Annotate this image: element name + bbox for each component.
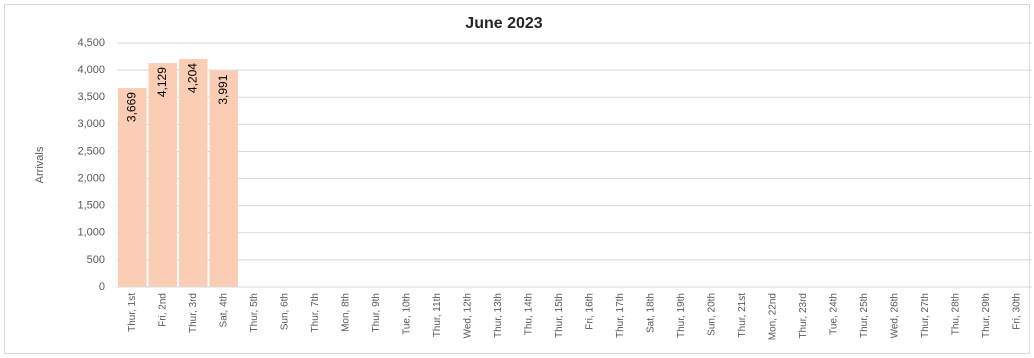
y-tick-label: 2,500 (77, 145, 105, 157)
x-tick-label: Wed, 12th (462, 293, 473, 338)
x-tick-label: Thur, 25th (859, 293, 870, 338)
x-tick-label: Thur, 7th (310, 293, 321, 332)
x-tick-label: Mon, 22nd (767, 293, 778, 340)
x-tick-label: Mon, 8th (340, 293, 351, 332)
y-tick-label: 3,500 (77, 91, 105, 103)
bar (209, 70, 238, 287)
x-tick-label: Sun, 20th (706, 293, 717, 336)
x-tick-label: Thur, 19th (676, 293, 687, 338)
x-tick-label: Thur, 17th (615, 293, 626, 338)
x-tick-label: Thur, 13th (493, 293, 504, 338)
y-tick-label: 3,000 (77, 118, 105, 130)
x-tick-label: Thur, 9th (371, 293, 382, 332)
x-tick-label: Thur, 27th (920, 293, 931, 338)
x-tick-label: Tue, 10th (401, 293, 412, 335)
bar (148, 63, 177, 288)
x-tick-label: Thur, 1st (127, 293, 138, 332)
data-label: 4,204 (185, 63, 199, 93)
x-tick-label: Sat, 4th (218, 293, 229, 327)
y-tick-label: 0 (99, 281, 105, 293)
x-tick-label: Thu, 14th (523, 293, 534, 335)
x-tick-label: Thur, 29th (981, 293, 992, 338)
x-tick-label: Thur, 23rd (798, 293, 809, 339)
x-tick-label: Thu, 28th (950, 293, 961, 335)
x-tick-label: Tue, 24th (828, 293, 839, 335)
bar (179, 59, 208, 288)
data-label: 3,669 (124, 92, 138, 122)
x-tick-label: Thur, 15th (554, 293, 565, 338)
y-axis-title: Arrivals (34, 146, 46, 183)
x-tick-label: Thur, 3rd (188, 293, 199, 333)
x-tick-label: Fri, 30th (1011, 293, 1022, 330)
y-tick-label: 2,000 (77, 172, 105, 184)
y-tick-label: 4,500 (77, 37, 105, 49)
x-tick-label: Thur, 11th (432, 293, 443, 337)
x-tick-label: Fri, 16th (584, 293, 595, 330)
y-tick-label: 500 (87, 254, 105, 266)
data-label: 4,129 (155, 67, 169, 97)
y-tick-label: 1,000 (77, 227, 105, 239)
y-tick-label: 1,500 (77, 200, 105, 212)
x-tick-label: Wed, 26th (889, 293, 900, 338)
x-tick-label: Sat, 18th (645, 293, 656, 333)
x-tick-label: Sun, 6th (279, 293, 290, 330)
data-label: 3,991 (216, 74, 230, 104)
y-tick-label: 4,000 (77, 64, 105, 76)
x-tick-label: Fri, 2nd (157, 293, 168, 327)
bar (118, 88, 147, 287)
x-tick-label: Thur, 21st (737, 293, 748, 338)
x-tick-label: Thur, 5th (249, 293, 260, 332)
chart-title: June 2023 (465, 15, 542, 32)
